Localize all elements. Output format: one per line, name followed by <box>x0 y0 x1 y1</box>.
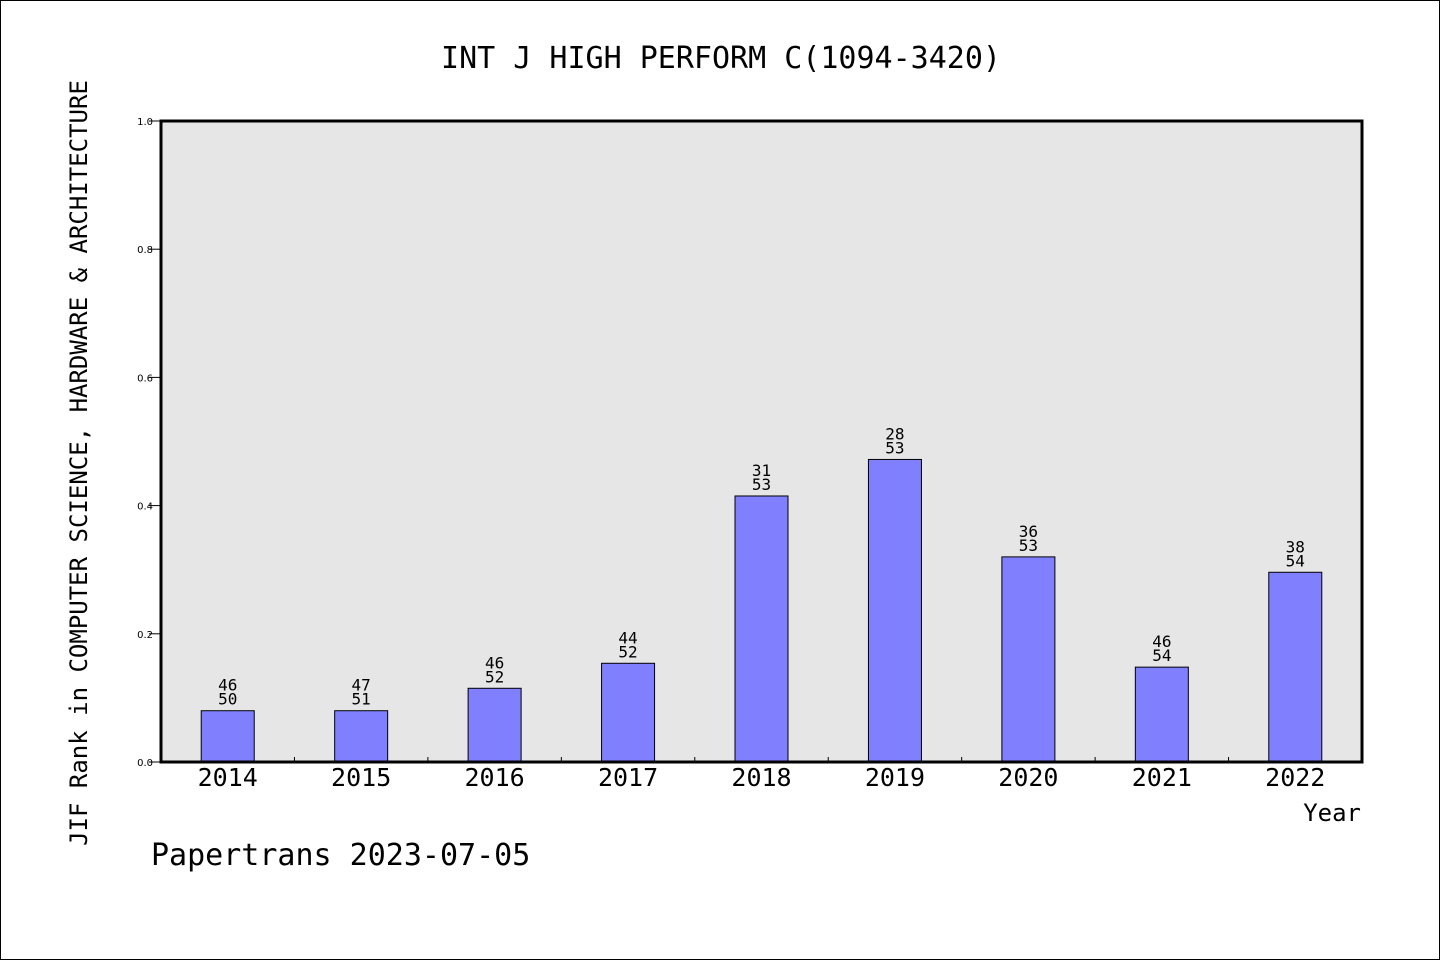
bar-label-bottom: 51 <box>352 690 371 709</box>
x-tick-label: 2015 <box>331 763 391 792</box>
x-axis-label: Year <box>1303 799 1361 827</box>
x-tick-label: 2017 <box>598 763 658 792</box>
bar-label-top: 28 <box>885 424 904 443</box>
y-tick-label: 1.0 <box>137 117 153 128</box>
bar-2019 <box>867 458 922 763</box>
bar-label-top: 46 <box>1152 632 1171 651</box>
bar-label-top: 38 <box>1286 537 1305 556</box>
bar-2017 <box>601 662 656 763</box>
y-axis-label: JIF Rank in COMPUTER SCIENCE, HARDWARE &… <box>65 80 93 846</box>
bar-2018 <box>734 495 789 763</box>
x-tick-label: 2021 <box>1132 763 1192 792</box>
bar-label-bottom: 53 <box>1019 536 1038 555</box>
bar-label-bottom: 53 <box>752 475 771 494</box>
footer-credit: Papertrans 2023-07-05 <box>151 838 530 873</box>
y-tick-label: 0.4 <box>137 502 153 513</box>
bar-2020 <box>1001 556 1056 763</box>
x-tick-label: 2018 <box>731 763 791 792</box>
bar-2014 <box>200 710 255 763</box>
bar-2015 <box>334 710 389 763</box>
bar-2016 <box>467 687 522 763</box>
y-tick-label: 0.2 <box>137 630 153 641</box>
x-tick-label: 2016 <box>465 763 525 792</box>
ticks-layer <box>149 120 1230 763</box>
bar-2021 <box>1134 666 1189 763</box>
bar-label-top: 46 <box>485 653 504 672</box>
y-tick-label: 0.6 <box>137 373 153 384</box>
bar-label-bottom: 52 <box>485 667 504 686</box>
bar-label-top: 36 <box>1019 522 1038 541</box>
x-tick-label: 2022 <box>1265 763 1325 792</box>
bar-label-top: 47 <box>352 676 371 695</box>
bar-label-bottom: 54 <box>1152 646 1171 665</box>
x-tick-label: 2020 <box>998 763 1058 792</box>
labels-layer: 0.00.20.40.60.81.04650201447512015465220… <box>137 117 1325 792</box>
bar-label-bottom: 52 <box>618 642 637 661</box>
y-tick-label: 0.0 <box>137 758 153 769</box>
chart-title: INT J HIGH PERFORM C(1094-3420) <box>441 41 1001 76</box>
bar-label-top: 31 <box>752 461 771 480</box>
bar-label-top: 44 <box>618 628 637 647</box>
y-tick-label: 0.8 <box>137 245 153 256</box>
bar-label-top: 46 <box>218 676 237 695</box>
bar-label-bottom: 53 <box>885 438 904 457</box>
x-tick-label: 2019 <box>865 763 925 792</box>
bar-2022 <box>1268 571 1323 763</box>
bars-layer <box>200 458 1323 763</box>
bar-label-bottom: 54 <box>1286 551 1305 570</box>
bar-label-bottom: 50 <box>218 690 237 709</box>
plot-border <box>159 119 1364 764</box>
x-tick-label: 2014 <box>198 763 258 792</box>
